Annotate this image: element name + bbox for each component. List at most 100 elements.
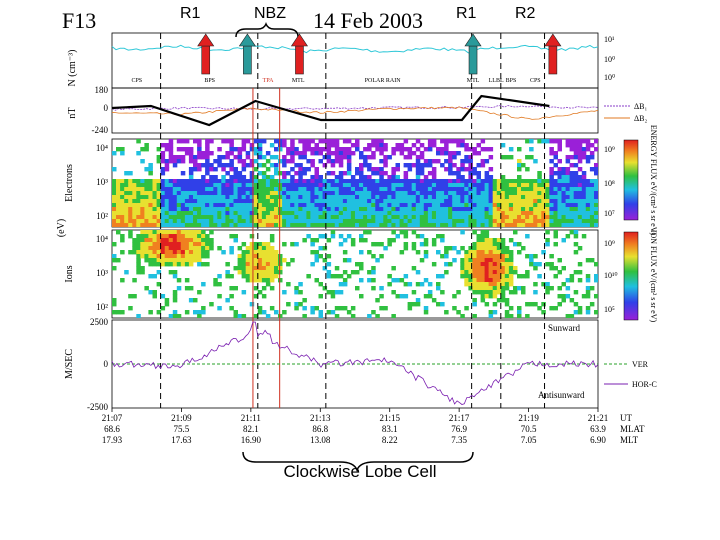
spectrogram-cell — [500, 203, 506, 208]
spectrogram-cell — [274, 167, 279, 172]
spectrogram-cell — [156, 215, 162, 220]
spectrogram-cell — [237, 159, 243, 164]
spectrogram-cell — [440, 211, 445, 216]
spectrogram-cell — [411, 199, 417, 204]
spectrogram-cell — [577, 191, 583, 196]
spectrogram-cell — [500, 155, 506, 160]
spectrogram-cell — [338, 195, 344, 200]
spectrogram-cell — [229, 286, 234, 291]
spectrogram-cell — [529, 179, 534, 184]
spectrogram-cell — [448, 163, 453, 168]
spectrogram-cell — [448, 203, 453, 208]
spectrogram-cell — [140, 230, 145, 235]
spectrogram-cell — [431, 167, 437, 172]
spectrogram-cell — [504, 310, 510, 315]
spectrogram-cell — [464, 143, 469, 148]
spectrogram-cell — [468, 195, 473, 200]
spectrogram-cell — [209, 215, 214, 220]
spectrogram-cell — [269, 254, 275, 259]
spectrogram-cell — [160, 238, 166, 243]
spectrogram-cell — [184, 207, 190, 212]
marker-arrow-head — [544, 33, 562, 47]
spectrogram-cell — [480, 147, 486, 152]
spectrogram-cell — [265, 219, 271, 224]
spectrogram-cell — [565, 219, 571, 224]
spectrogram-cell — [577, 147, 583, 152]
spectrogram-cell — [261, 175, 267, 180]
spectrogram-cell — [399, 230, 405, 235]
spectrogram-cell — [160, 211, 166, 216]
spectrogram-cell — [427, 139, 433, 144]
spectrogram-cell — [444, 270, 449, 275]
spectrogram-cell — [581, 203, 587, 208]
spectrogram-cell — [521, 187, 526, 192]
spectrogram-cell — [120, 219, 125, 224]
spectrogram-cell — [484, 175, 490, 180]
spectrogram-cell — [112, 187, 117, 192]
region-label: TPA — [263, 78, 274, 84]
spectrogram-cell — [431, 238, 437, 243]
spectrogram-cell — [350, 207, 356, 212]
spectrogram-cell — [484, 286, 490, 291]
spectrogram-cell — [225, 183, 230, 188]
spectrogram-cell — [338, 203, 344, 208]
marker-arrow-head — [464, 33, 482, 47]
spectrogram-cell — [476, 151, 481, 156]
spectrogram-cell — [294, 183, 299, 188]
spectrogram-cell — [253, 151, 259, 156]
spectrogram-cell — [573, 230, 579, 235]
magnetic-tick-label: -240 — [92, 125, 109, 135]
spectrogram-cell — [136, 238, 141, 243]
spectrogram-cell — [330, 195, 336, 200]
spectrogram-cell — [569, 215, 575, 220]
spectrogram-cell — [322, 286, 328, 291]
spectrogram-cell — [136, 195, 141, 200]
spectrogram-cell — [282, 175, 287, 180]
spectrogram-cell — [160, 143, 166, 148]
spectrogram-cell — [423, 191, 429, 196]
spectrogram-cell — [355, 270, 360, 275]
spectrogram-cell — [245, 274, 251, 279]
spectrogram-cell — [346, 159, 352, 164]
spectrogram-cell — [456, 175, 461, 180]
spectrogram-cell — [383, 183, 388, 188]
spectrogram-cell — [217, 207, 222, 212]
spectrogram-cell — [172, 258, 178, 263]
spectrogram-cell — [237, 258, 243, 263]
spectrogram-cell — [456, 290, 461, 295]
spectrogram-cell — [565, 294, 571, 299]
spectrogram-cell — [569, 143, 575, 148]
spectrogram-cell — [585, 207, 591, 212]
spectrogram-cell — [265, 274, 271, 279]
spectrogram-cell — [448, 179, 453, 184]
spectrogram-cell — [456, 215, 461, 220]
spectrogram-cell — [144, 183, 149, 188]
spectrogram-cell — [257, 191, 263, 196]
spectrogram-cell — [132, 187, 137, 192]
spectrogram-cell — [314, 207, 319, 212]
spectrogram-cell — [500, 211, 506, 216]
spectrogram-cell — [318, 151, 323, 156]
spectrogram-cell — [391, 219, 396, 224]
spectrogram-cell — [431, 183, 437, 188]
spectrogram-cell — [375, 258, 380, 263]
spectrogram-cell — [508, 191, 514, 196]
spectrogram-cell — [367, 187, 372, 192]
spectrogram-cell — [310, 163, 315, 168]
spectrogram-cell — [334, 159, 340, 164]
spectrogram-cell — [589, 155, 595, 160]
spectrogram-cell — [257, 187, 263, 192]
spectrogram-cell — [529, 187, 534, 192]
spectrogram-cell — [269, 211, 275, 216]
spectrogram-cell — [294, 195, 299, 200]
spectrogram-cell — [298, 211, 303, 216]
spectrogram-cell — [132, 179, 137, 184]
spectrogram-cell — [164, 167, 170, 172]
spectrogram-cell — [330, 199, 336, 204]
spectrogram-cell — [415, 270, 421, 275]
spectrogram-cell — [541, 179, 546, 184]
spectrogram-cell — [213, 278, 218, 283]
spectrogram-cell — [241, 258, 247, 263]
spectrogram-cell — [355, 223, 360, 227]
spectrogram-cell — [468, 171, 473, 176]
